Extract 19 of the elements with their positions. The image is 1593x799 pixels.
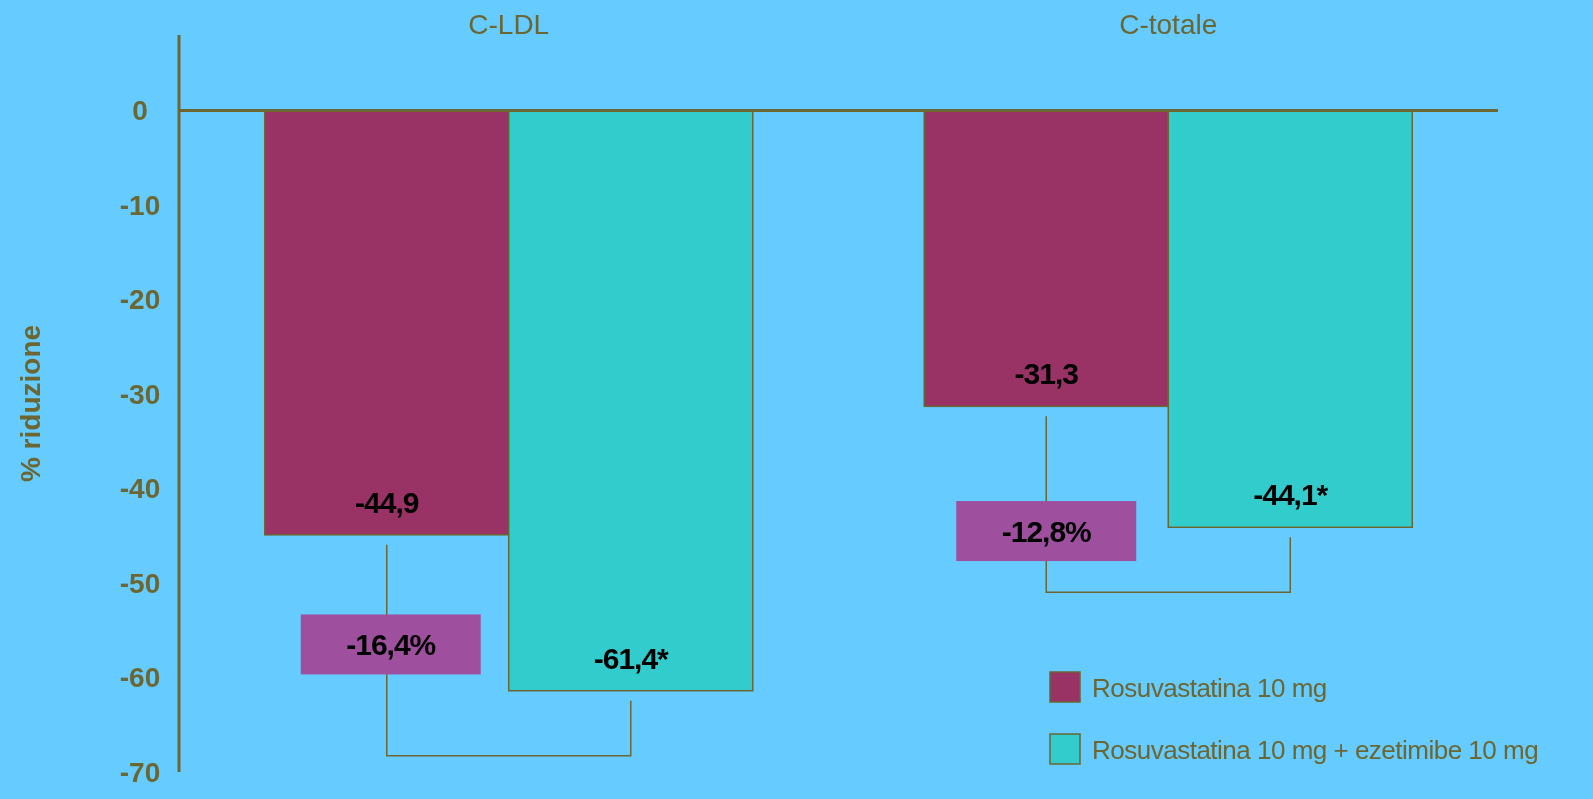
y-axis-title: % riduzione <box>15 324 46 483</box>
y-tick-label: -60 <box>119 662 161 694</box>
y-tick-label: -30 <box>119 378 161 410</box>
y-tick-label: -20 <box>119 284 161 316</box>
y-tick-label: -10 <box>119 189 161 221</box>
y-tick-label: -40 <box>119 473 161 505</box>
data-label: -44,1* <box>1253 478 1329 512</box>
x-tick-label: C-LDL <box>468 9 550 40</box>
x-tick-label: C-totale <box>1119 9 1218 40</box>
y-tick-label: 0 <box>132 95 148 127</box>
data-label: -31,3 <box>1014 357 1079 391</box>
y-tick-label: -50 <box>119 567 161 599</box>
legend-label: Rosuvastatina 10 mg + ezetimibe 10 mg <box>1092 735 1539 765</box>
y-tick-label: -70 <box>119 756 161 788</box>
legend-label: Rosuvastatina 10 mg <box>1092 673 1327 703</box>
data-label: -61,4* <box>593 641 670 675</box>
data-label: -44,9 <box>355 485 419 519</box>
annotation: -16,4% <box>346 628 436 662</box>
annotation: -12,8% <box>1001 515 1092 549</box>
